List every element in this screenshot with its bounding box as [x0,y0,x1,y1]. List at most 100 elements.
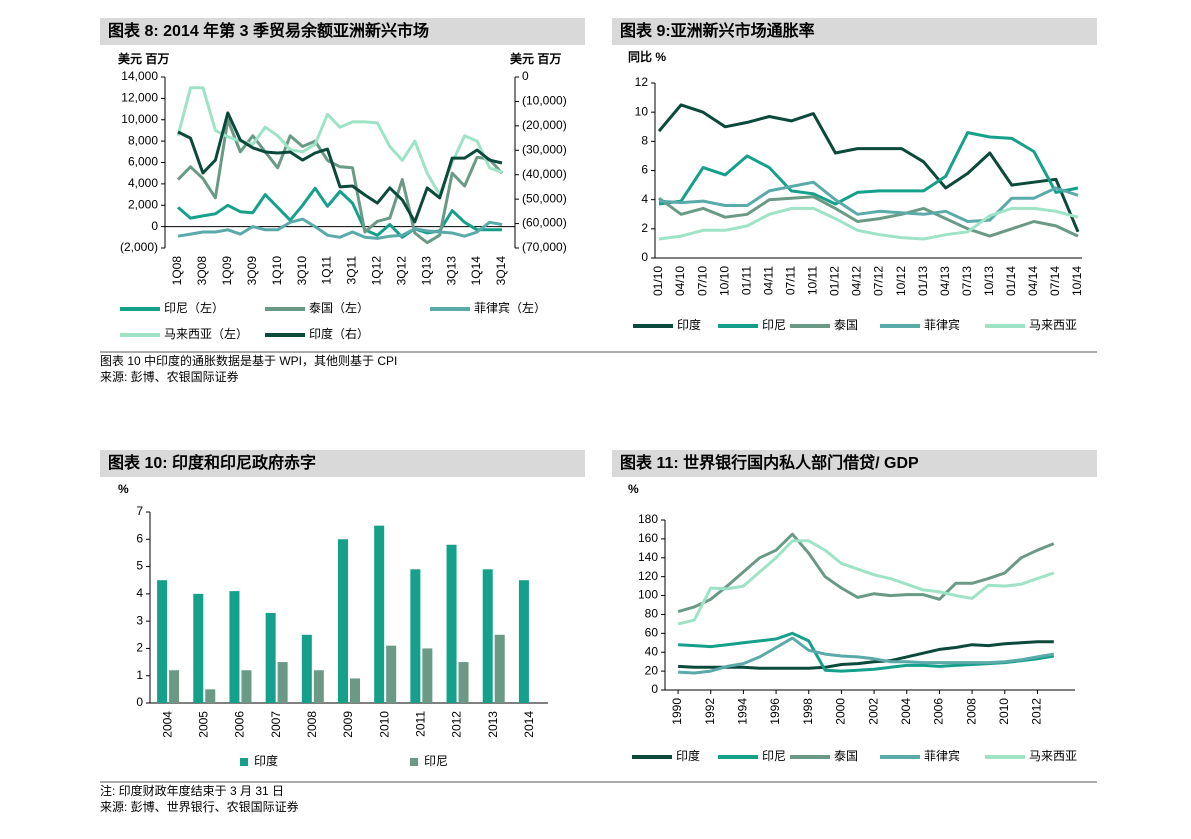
x-tick-label: 2010 [997,698,1011,725]
y-tick-label: 12 [635,75,649,89]
x-tick-label: 04/13 [938,266,952,296]
bar [313,670,324,703]
series-line [677,539,1055,626]
bar [518,580,529,703]
x-tick-label: 01/10 [651,266,665,296]
y-tick-label: 5 [136,559,143,573]
legend-label: 泰国 [834,749,858,763]
y2-tick-label: (30,000) [522,142,567,156]
y-tick-label: 8,000 [128,133,158,147]
y2-tick-label: (20,000) [522,118,567,132]
x-tick-label: 2004 [160,711,174,738]
chart-title: 图表 10: 印度和印尼政府赤字 [108,453,316,472]
y2-axis-label: 美元 百万 [510,51,561,66]
y2-tick-label: (60,000) [522,216,567,230]
x-tick-label: 07/13 [960,266,974,296]
y2-tick-label: (40,000) [522,167,567,181]
x-tick-label: 2009 [341,711,355,738]
y2-tick-label: (10,000) [522,94,567,108]
series-line [677,532,1055,614]
x-tick-label: 1Q08 [170,256,184,286]
y-tick-label: 40 [645,644,659,658]
x-tick-label: 01/12 [828,266,842,296]
legend-label: 菲律宾（左） [474,300,546,315]
series-line [658,131,1079,206]
footnote: 来源: 彭博、世界银行、农银国际证券 [100,799,299,814]
y2-tick-label: 0 [522,69,529,83]
x-tick-label: 04/10 [673,266,687,296]
series-line [657,103,1080,233]
x-tick-label: 3Q08 [195,256,209,286]
y-tick-label: 2 [641,221,648,235]
bar [157,580,168,703]
y-tick-label: 0 [641,250,648,264]
bar [422,648,433,703]
y-tick-label: 3 [136,613,143,627]
x-tick-label: 04/11 [761,266,775,295]
y-tick-label: 8 [641,134,648,148]
bar [193,593,204,703]
x-tick-label: 10/10 [717,266,731,296]
x-tick-label: 1Q12 [370,256,384,286]
y-tick-label: 6,000 [128,155,158,169]
x-tick-label: 1Q11 [320,256,334,285]
legend-label: 印尼（左） [164,300,224,315]
bar [277,662,288,703]
y-tick-label: 120 [638,569,658,583]
footnote: 图表 10 中印度的通胀数据是基于 WPI，其他则基于 CPI [100,353,397,368]
series-line [658,180,1079,223]
bar [338,539,348,703]
y-axis-label: % [118,482,129,496]
bar [301,634,312,703]
y-tick-label: 80 [645,607,659,621]
x-tick-label: 01/11 [739,266,753,295]
legend-swatch [240,758,248,766]
series-line [176,118,504,245]
bar [374,525,385,703]
legend-label: 马来西亚 [1029,318,1077,332]
x-tick-label: 1996 [768,698,782,725]
y-tick-label: 4,000 [128,176,158,190]
x-tick-label: 2002 [866,698,880,725]
x-tick-label: 1994 [736,698,750,725]
bar [229,591,240,703]
x-tick-label: 3Q10 [295,256,309,286]
legend-swatch [410,758,418,766]
footnote: 注: 印度财政年度结束于 3 月 31 日 [100,783,284,798]
y-tick-label: 10,000 [121,112,158,126]
y-tick-label: 2,000 [128,197,158,211]
legend-label: 印度 [676,748,700,763]
legend-label: 马来西亚 [1029,749,1077,763]
x-tick-label: 04/12 [850,266,864,296]
y-tick-label: 100 [638,588,658,602]
legend-label: 印度 [254,753,278,768]
series-line [176,86,503,197]
y-axis-label: 同比 % [628,49,666,64]
bar [241,670,252,703]
bar [169,670,180,703]
x-tick-label: 3Q14 [494,256,508,286]
x-tick-label: 2005 [196,711,210,738]
y-tick-label: 6 [641,163,648,177]
x-tick-label: 01/14 [1004,266,1018,296]
bar [494,634,505,703]
series-line [177,186,502,239]
x-tick-label: 3Q13 [444,256,458,286]
series-line [658,195,1079,238]
x-tick-label: 1998 [801,698,815,725]
series-line [177,217,503,240]
y-axis-label: 美元 百万 [118,51,169,66]
y2-tick-label: (50,000) [522,191,567,205]
x-tick-label: 3Q09 [245,256,259,286]
legend-label: 印尼 [762,749,786,763]
legend-label: 印尼 [762,318,786,332]
y-tick-label: 60 [645,626,659,640]
x-tick-label: 3Q11 [345,256,359,285]
bar [350,678,360,703]
x-tick-label: 07/11 [783,266,797,295]
series-line [678,640,1054,670]
x-tick-label: 10/11 [806,266,820,295]
x-tick-label: 1992 [703,698,717,725]
y-tick-label: 140 [638,550,658,564]
